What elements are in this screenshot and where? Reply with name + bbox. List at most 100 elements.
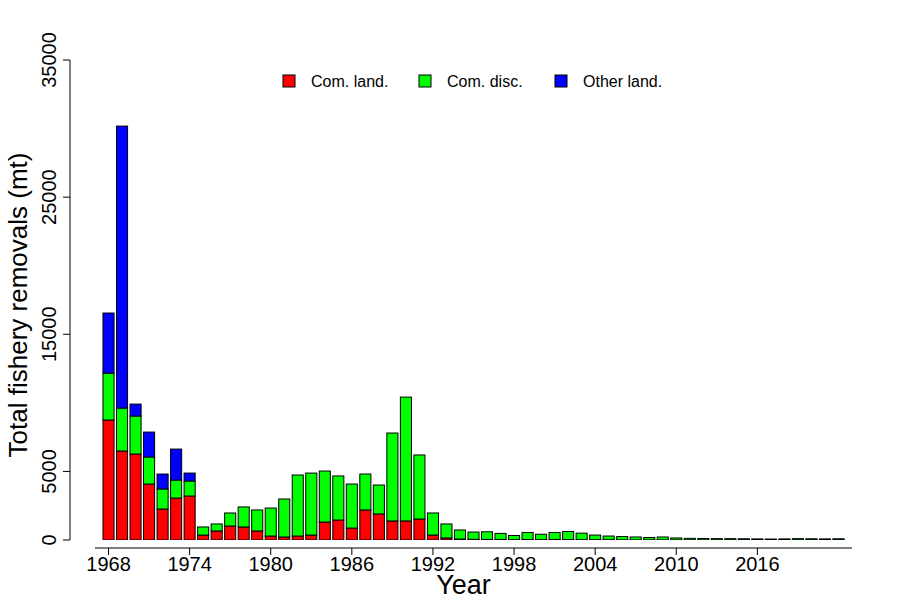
bar-segment <box>671 537 682 538</box>
bar-segment <box>144 484 155 540</box>
bar-segment <box>522 532 533 533</box>
bar-segment <box>765 539 776 540</box>
bar-segment <box>806 539 817 540</box>
bar-segment <box>468 532 479 539</box>
bar-segment <box>144 457 155 484</box>
bar-segment <box>319 471 330 522</box>
bar-segment <box>481 531 492 532</box>
bar-segment <box>252 509 263 510</box>
bar-segment <box>792 539 803 540</box>
x-axis-line <box>95 548 852 549</box>
bar-segment <box>225 526 236 540</box>
bar-segment <box>549 532 560 533</box>
bar-segment <box>252 531 263 540</box>
bar-segment <box>725 539 736 540</box>
bar-segment <box>684 538 695 540</box>
bar-segment <box>157 489 168 509</box>
bar-segment <box>833 538 844 539</box>
bar-segment <box>333 520 344 540</box>
bar-segment <box>819 538 830 539</box>
y-tick-label: 35000 <box>38 32 60 88</box>
x-tick-label: 2004 <box>573 553 618 575</box>
bar-segment <box>617 537 628 540</box>
bar-segment <box>630 537 641 540</box>
bar-segment <box>509 535 520 539</box>
bar-segment <box>454 530 465 539</box>
bar-segment <box>265 508 276 536</box>
bar-segment <box>630 536 641 537</box>
legend-swatch <box>283 75 295 87</box>
legend-label: Com. land. <box>311 73 388 90</box>
bar-segment <box>103 373 114 420</box>
bar-segment <box>792 538 803 539</box>
bar-segment <box>116 126 127 408</box>
bar-segment <box>752 539 763 540</box>
bar-segment <box>563 531 574 539</box>
bar-segment <box>252 510 263 531</box>
bar-segment <box>157 474 168 489</box>
bar-segment <box>441 524 452 538</box>
y-tick-label: 25000 <box>38 169 60 225</box>
bar-segment <box>171 480 182 498</box>
bar-segment <box>819 538 830 540</box>
bar-segment <box>373 485 384 486</box>
bar-segment <box>549 532 560 539</box>
bar-segment <box>157 509 168 540</box>
x-tick-label: 2010 <box>654 553 699 575</box>
bar-segment <box>779 538 790 540</box>
bar-segment <box>617 536 628 537</box>
bar-segment <box>211 531 222 540</box>
bar-segment <box>522 532 533 539</box>
y-tick <box>63 471 70 472</box>
y-tick <box>63 540 70 541</box>
bar-segment <box>346 528 357 540</box>
bar-segment <box>536 534 547 539</box>
bar-segment <box>698 538 709 539</box>
bar-segment <box>103 420 114 540</box>
bar-segment <box>211 523 222 524</box>
bar-segment <box>603 536 614 540</box>
bar-segment <box>346 484 357 528</box>
bar-segment <box>738 539 749 540</box>
bar-segment <box>265 536 276 540</box>
bar-segment <box>387 521 398 540</box>
bar-segment <box>333 475 344 476</box>
bar-segment <box>711 538 722 539</box>
bar-segment <box>238 507 249 527</box>
bar-segment <box>765 539 776 540</box>
bar-segment <box>144 432 155 457</box>
x-tick-label: 1980 <box>248 553 293 575</box>
y-axis-title: Total fishery removals (mt) <box>3 153 33 458</box>
bar-segment <box>373 485 384 514</box>
bar-segment <box>711 539 722 540</box>
bar-segment <box>779 538 790 539</box>
bar-segment <box>116 408 127 451</box>
bar-segment <box>819 539 830 540</box>
bar-segment <box>481 532 492 540</box>
bar-segment <box>414 454 425 455</box>
bar-segment <box>400 397 411 398</box>
bar-segment <box>590 535 601 540</box>
bar-segment <box>603 536 614 537</box>
x-tick-label: 2016 <box>735 553 780 575</box>
bar-segment <box>806 539 817 540</box>
bar-segment <box>536 534 547 535</box>
legend-swatch <box>419 75 431 87</box>
bar-segment <box>306 473 317 474</box>
bar-segment <box>265 508 276 509</box>
bar-segment <box>130 454 141 540</box>
bar-segment <box>279 498 290 499</box>
bar-segment <box>657 536 668 537</box>
bar-segment <box>576 533 587 540</box>
bar-segment <box>671 538 682 540</box>
bar-segment <box>725 539 736 540</box>
bar-segment <box>238 506 249 507</box>
bar-segment <box>468 532 479 533</box>
bar-segment <box>292 536 303 540</box>
bars <box>103 126 844 540</box>
bar-segment <box>198 526 209 527</box>
bar-segment <box>103 313 114 373</box>
bar-segment <box>198 535 209 540</box>
x-axis-title: Year <box>436 570 491 600</box>
bar-segment <box>225 512 236 513</box>
